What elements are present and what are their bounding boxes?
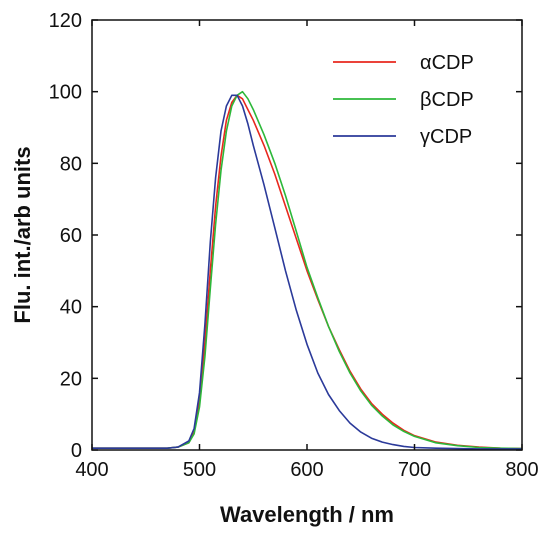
y-tick-label: 100 bbox=[49, 82, 82, 104]
y-tick-label: 60 bbox=[60, 225, 82, 247]
series-line-2 bbox=[92, 90, 523, 450]
x-tick-label: 600 bbox=[290, 459, 323, 481]
x-tick-label: 700 bbox=[398, 459, 431, 481]
axes: 400 500 600 700 800 0 20 40 60 80 100 120 bbox=[49, 10, 539, 481]
series-line-3 bbox=[92, 94, 522, 450]
plot-frame bbox=[91, 19, 523, 451]
y-tick-label: 40 bbox=[60, 297, 82, 319]
legend-label-2: βCDP bbox=[420, 89, 474, 111]
y-tick-label: 80 bbox=[60, 153, 82, 175]
x-tick-label: 400 bbox=[75, 459, 108, 481]
legend-label-3: γCDP bbox=[420, 126, 472, 148]
y-tick-label: 0 bbox=[71, 440, 82, 462]
y-tick-label: 120 bbox=[49, 10, 82, 32]
x-tick-label: 800 bbox=[505, 459, 538, 481]
x-tick-label: 500 bbox=[183, 459, 216, 481]
x-axis-title: Wavelength / nm bbox=[220, 502, 394, 527]
legend-label-1: αCDP bbox=[420, 52, 474, 74]
legend: αCDP βCDP γCDP bbox=[333, 52, 474, 148]
y-tick-label: 20 bbox=[60, 368, 82, 390]
y-axis-title: Flu. int./arb units bbox=[10, 146, 35, 323]
series-line-1 bbox=[92, 94, 523, 450]
plot-area bbox=[92, 90, 523, 450]
